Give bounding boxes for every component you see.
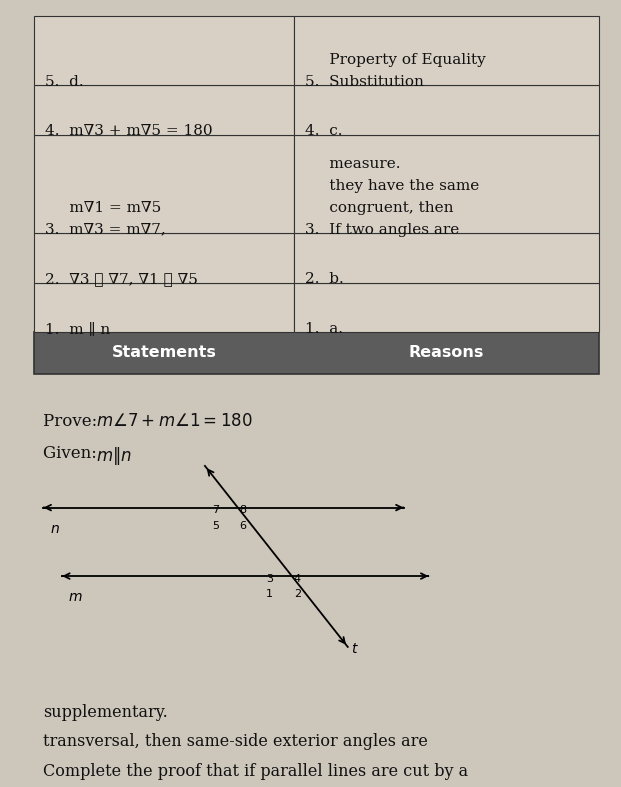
- Text: 5.  Substitution: 5. Substitution: [306, 75, 424, 89]
- Bar: [294, 283, 599, 332]
- Text: 3.  If two angles are: 3. If two angles are: [306, 223, 460, 237]
- Text: $m \| n$: $m \| n$: [96, 445, 132, 467]
- Text: congruent, then: congruent, then: [306, 201, 454, 215]
- Bar: [294, 16, 599, 85]
- Text: transversal, then same-side exterior angles are: transversal, then same-side exterior ang…: [43, 733, 428, 751]
- Text: 7: 7: [212, 505, 219, 515]
- Text: 3: 3: [266, 574, 273, 584]
- Text: 5: 5: [212, 521, 219, 531]
- Text: Given:: Given:: [43, 445, 102, 462]
- Text: $t$: $t$: [351, 642, 359, 656]
- Text: 4: 4: [294, 574, 301, 584]
- Bar: [294, 85, 599, 135]
- Text: 8: 8: [240, 505, 247, 515]
- Text: Prove:: Prove:: [43, 413, 103, 430]
- Text: 6: 6: [240, 521, 247, 531]
- Text: measure.: measure.: [306, 157, 401, 171]
- Text: 4.  c.: 4. c.: [306, 124, 343, 139]
- Text: 2.  ∇3 ≅ ∇7, ∇1 ≅ ∇5: 2. ∇3 ≅ ∇7, ∇1 ≅ ∇5: [45, 272, 198, 286]
- Text: $m\angle7 + m\angle1 = 180$: $m\angle7 + m\angle1 = 180$: [96, 413, 253, 430]
- Bar: [34, 85, 294, 135]
- Bar: [34, 283, 294, 332]
- Text: 1.  a.: 1. a.: [306, 322, 343, 336]
- Text: 2: 2: [294, 589, 301, 600]
- Text: supplementary.: supplementary.: [43, 704, 168, 721]
- Text: 1.  m ∥ n: 1. m ∥ n: [45, 322, 111, 336]
- Text: Complete the proof that if parallel lines are cut by a: Complete the proof that if parallel line…: [43, 763, 469, 781]
- Text: 2.  b.: 2. b.: [306, 272, 344, 286]
- Text: $n$: $n$: [50, 522, 60, 536]
- Text: Property of Equality: Property of Equality: [306, 53, 486, 67]
- Bar: [34, 233, 294, 283]
- Bar: [294, 233, 599, 283]
- Bar: [294, 135, 599, 233]
- Text: 4.  m∇3 + m∇5 = 180: 4. m∇3 + m∇5 = 180: [45, 124, 213, 139]
- Text: Statements: Statements: [112, 345, 217, 360]
- Text: Reasons: Reasons: [409, 345, 484, 360]
- Bar: [34, 135, 294, 233]
- Bar: [34, 16, 294, 85]
- Text: $m$: $m$: [68, 590, 83, 604]
- Bar: [34, 332, 599, 374]
- Text: 5.  d.: 5. d.: [45, 75, 84, 89]
- Text: m∇1 = m∇5: m∇1 = m∇5: [45, 201, 161, 215]
- Text: 1: 1: [266, 589, 273, 600]
- Text: they have the same: they have the same: [306, 179, 479, 193]
- Text: 3.  m∇3 = m∇7,: 3. m∇3 = m∇7,: [45, 223, 166, 237]
